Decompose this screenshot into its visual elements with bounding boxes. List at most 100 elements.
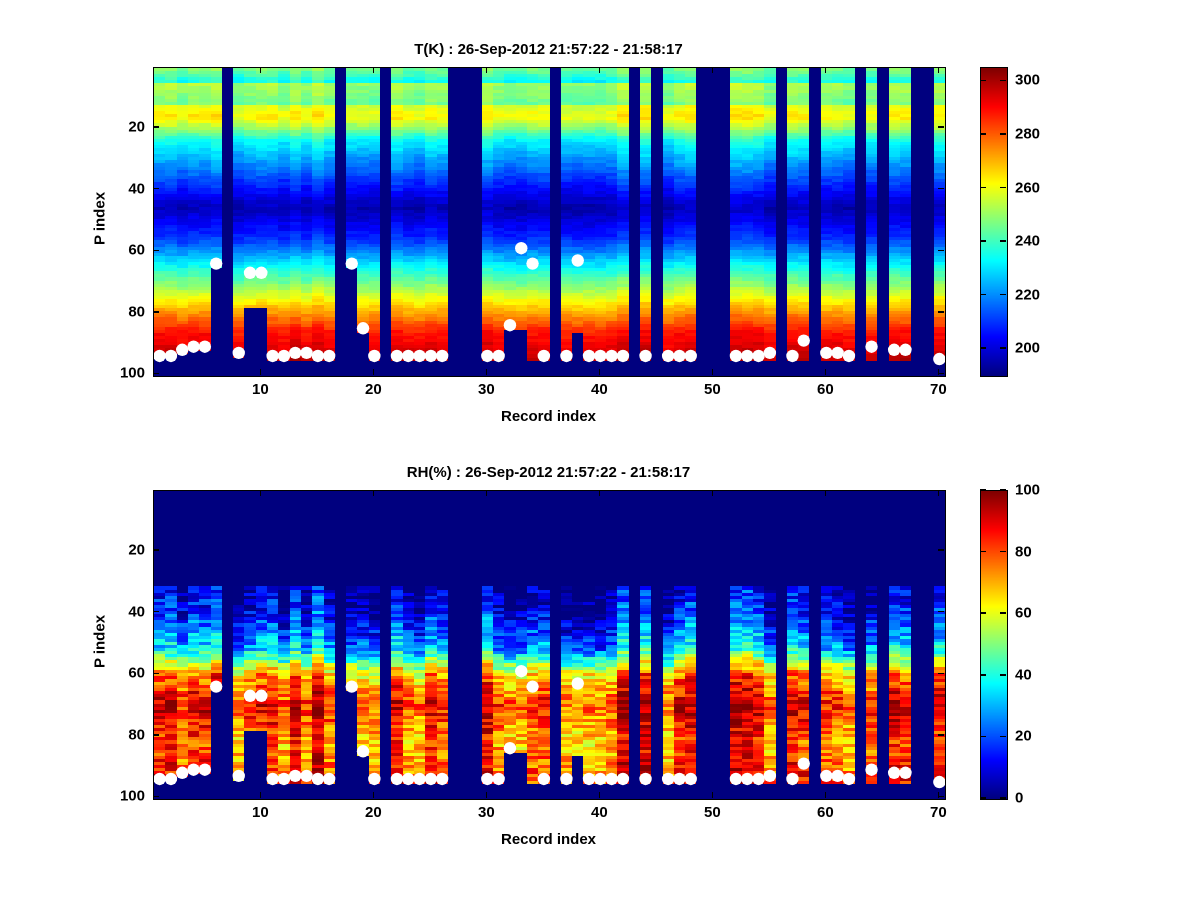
colorbar-tick-mark-left <box>980 133 986 135</box>
x-tick-label: 40 <box>591 381 608 398</box>
colorbar-tick-mark-right <box>1000 489 1006 491</box>
x-tick-label: 70 <box>930 381 947 398</box>
y-tick-mark <box>153 610 159 613</box>
y-tick-mark-right <box>938 795 944 798</box>
y-tick-label: 40 <box>128 180 145 198</box>
colorbar-tick-mark-right <box>1000 674 1006 676</box>
x-tick-label: 20 <box>365 804 382 821</box>
colorbar-tick-mark-right <box>1000 347 1006 349</box>
colorbar-tick-mark-left <box>980 347 986 349</box>
y-tick-mark-right <box>938 126 944 128</box>
x-tick-mark-top <box>824 67 827 73</box>
x-tick-mark <box>824 792 827 798</box>
x-tick-mark <box>937 792 940 798</box>
colorbar-tick-mark-left <box>980 293 986 296</box>
colorbar-tick-mark-right <box>1000 293 1006 296</box>
x-tick-mark <box>485 792 488 798</box>
colorbar-tick-label: 260 <box>1015 179 1041 197</box>
colorbar-tick-label: 60 <box>1015 604 1032 622</box>
colorbar-tick-label: 240 <box>1015 232 1041 250</box>
y-tick-mark-right <box>938 672 944 674</box>
x-tick-mark-top <box>937 67 940 73</box>
colorbar-tick-mark-left <box>980 612 986 614</box>
x-tick-label: 30 <box>478 381 495 398</box>
colorbar-tick-label: 100 <box>1015 481 1041 499</box>
humidity-x-axis-label: Record index <box>500 831 597 848</box>
y-tick-mark <box>153 311 159 313</box>
colorbar-tick-mark-right <box>1000 79 1006 82</box>
colorbar-tick-mark-left <box>980 240 986 242</box>
colorbar-tick-mark-right <box>1000 240 1006 242</box>
x-tick-mark-top <box>485 67 488 73</box>
x-tick-label: 40 <box>591 804 608 821</box>
temperature-x-axis-label: Record index <box>500 408 597 425</box>
colorbar-tick-mark-right <box>1000 797 1006 799</box>
temperature-panel-title: T(K) : 26-Sep-2012 21:57:22 - 21:58:17 <box>414 41 683 58</box>
colorbar-tick-mark-left <box>980 186 986 189</box>
y-tick-mark <box>153 372 159 375</box>
x-tick-mark <box>372 792 375 798</box>
x-tick-mark <box>711 792 714 798</box>
x-tick-label: 30 <box>478 804 495 821</box>
y-tick-mark <box>153 672 159 674</box>
y-tick-label: 60 <box>128 664 145 682</box>
colorbar-tick-mark-left <box>980 489 986 491</box>
y-tick-mark <box>153 249 159 251</box>
x-tick-mark-top <box>711 67 714 73</box>
colorbar-tick-label: 40 <box>1015 666 1032 684</box>
colorbar-tick-label: 0 <box>1015 789 1024 807</box>
x-tick-mark-top <box>598 490 601 496</box>
colorbar-tick-mark-right <box>1000 133 1006 135</box>
y-tick-mark-right <box>938 549 944 551</box>
x-tick-label: 70 <box>930 804 947 821</box>
humidity-colorbar[interactable] <box>980 490 1008 800</box>
temperature-axes[interactable] <box>153 67 946 377</box>
y-tick-label: 100 <box>119 364 145 382</box>
y-tick-label: 60 <box>128 241 145 259</box>
x-tick-mark-top <box>598 67 601 73</box>
colorbar-tick-mark-left <box>980 550 986 553</box>
humidity-y-axis-label: P index <box>91 614 109 669</box>
x-tick-mark <box>485 369 488 375</box>
x-tick-mark <box>598 792 601 798</box>
y-tick-mark-right <box>938 311 944 313</box>
x-tick-mark-top <box>937 490 940 496</box>
y-tick-mark <box>153 795 159 798</box>
x-tick-mark <box>824 369 827 375</box>
y-tick-label: 20 <box>128 118 145 136</box>
temperature-colorbar-gradient <box>981 68 1007 376</box>
x-tick-mark <box>372 369 375 375</box>
humidity-panel-title: RH(%) : 26-Sep-2012 21:57:22 - 21:58:17 <box>406 464 691 481</box>
humidity-axes[interactable] <box>153 490 946 800</box>
x-tick-mark <box>711 369 714 375</box>
y-tick-mark <box>153 549 159 551</box>
x-tick-mark <box>937 369 940 375</box>
x-tick-mark-top <box>372 490 375 496</box>
x-tick-mark-top <box>824 490 827 496</box>
colorbar-tick-mark-right <box>1000 186 1006 189</box>
x-tick-label: 10 <box>252 381 269 398</box>
x-tick-mark-top <box>259 490 262 496</box>
y-tick-label: 100 <box>119 787 145 805</box>
colorbar-tick-mark-left <box>980 674 986 676</box>
x-tick-label: 50 <box>704 804 721 821</box>
x-tick-label: 20 <box>365 381 382 398</box>
x-tick-mark-top <box>485 490 488 496</box>
temperature-colorbar[interactable] <box>980 67 1008 377</box>
y-tick-label: 80 <box>128 303 145 321</box>
colorbar-tick-label: 280 <box>1015 125 1041 143</box>
colorbar-tick-label: 200 <box>1015 339 1041 357</box>
y-tick-mark <box>153 187 159 190</box>
y-tick-mark <box>153 126 159 128</box>
x-tick-mark-top <box>372 67 375 73</box>
colorbar-tick-mark-right <box>1000 612 1006 614</box>
colorbar-tick-mark-left <box>980 735 986 738</box>
y-tick-label: 40 <box>128 603 145 621</box>
x-tick-mark <box>259 369 262 375</box>
colorbar-tick-mark-left <box>980 79 986 82</box>
y-tick-mark-right <box>938 249 944 251</box>
x-tick-mark-top <box>711 490 714 496</box>
humidity-heatmap-canvas <box>154 491 945 799</box>
x-tick-mark <box>259 792 262 798</box>
